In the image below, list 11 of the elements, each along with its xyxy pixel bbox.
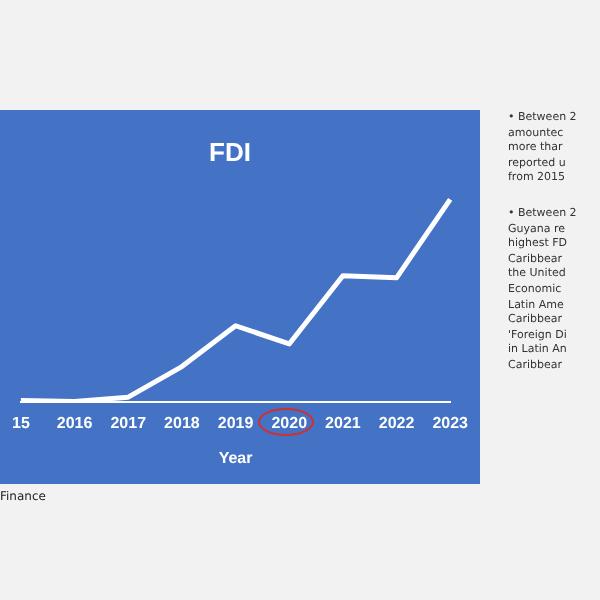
x-tick-label: 2019 bbox=[217, 413, 255, 432]
x-tick-label: 2021 bbox=[325, 413, 362, 432]
x-tick-label: 2020 bbox=[271, 413, 309, 432]
x-tick-label: 2022 bbox=[378, 413, 416, 432]
x-tick-label: 15 bbox=[11, 413, 31, 432]
x-tick-label: 2023 bbox=[432, 413, 470, 432]
x-tick-label: 2018 bbox=[164, 413, 201, 432]
chart-title: FDI bbox=[209, 136, 251, 167]
x-axis-title: Year bbox=[218, 448, 253, 467]
x-tick-label: 2017 bbox=[110, 413, 148, 432]
x-tick-label: 2016 bbox=[56, 413, 94, 432]
